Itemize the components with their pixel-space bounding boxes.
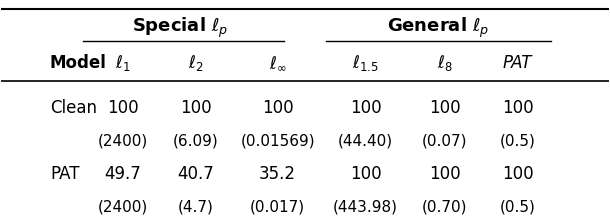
Text: 100: 100 xyxy=(350,165,381,183)
Text: $\ell_\infty$: $\ell_\infty$ xyxy=(269,54,287,72)
Text: 100: 100 xyxy=(501,99,533,116)
Text: (0.5): (0.5) xyxy=(500,200,536,215)
Text: PAT: PAT xyxy=(503,54,532,72)
Text: (0.07): (0.07) xyxy=(422,133,467,148)
Text: 100: 100 xyxy=(107,99,138,116)
Text: 100: 100 xyxy=(262,99,293,116)
Text: $\ell_2$: $\ell_2$ xyxy=(188,53,203,73)
Text: $\ell_1$: $\ell_1$ xyxy=(115,53,131,73)
Text: 100: 100 xyxy=(350,99,381,116)
Text: (443.98): (443.98) xyxy=(333,200,398,215)
Text: General $\ell_p$: General $\ell_p$ xyxy=(387,16,490,40)
Text: (0.5): (0.5) xyxy=(500,133,536,148)
Text: $\ell_{1.5}$: $\ell_{1.5}$ xyxy=(353,53,379,73)
Text: (2400): (2400) xyxy=(98,133,148,148)
Text: 100: 100 xyxy=(501,165,533,183)
Text: (0.01569): (0.01569) xyxy=(240,133,315,148)
Text: Model: Model xyxy=(50,54,107,72)
Text: 100: 100 xyxy=(180,99,212,116)
Text: Clean: Clean xyxy=(50,99,97,116)
Text: (44.40): (44.40) xyxy=(338,133,393,148)
Text: PAT: PAT xyxy=(50,165,79,183)
Text: (0.70): (0.70) xyxy=(422,200,467,215)
Text: Special $\ell_p$: Special $\ell_p$ xyxy=(132,16,229,40)
Text: $\ell_8$: $\ell_8$ xyxy=(437,53,453,73)
Text: 35.2: 35.2 xyxy=(259,165,296,183)
Text: (2400): (2400) xyxy=(98,200,148,215)
Text: 40.7: 40.7 xyxy=(178,165,214,183)
Text: (0.017): (0.017) xyxy=(250,200,305,215)
Text: 49.7: 49.7 xyxy=(104,165,141,183)
Text: 100: 100 xyxy=(429,99,461,116)
Text: 100: 100 xyxy=(429,165,461,183)
Text: (6.09): (6.09) xyxy=(173,133,218,148)
Text: (4.7): (4.7) xyxy=(178,200,214,215)
